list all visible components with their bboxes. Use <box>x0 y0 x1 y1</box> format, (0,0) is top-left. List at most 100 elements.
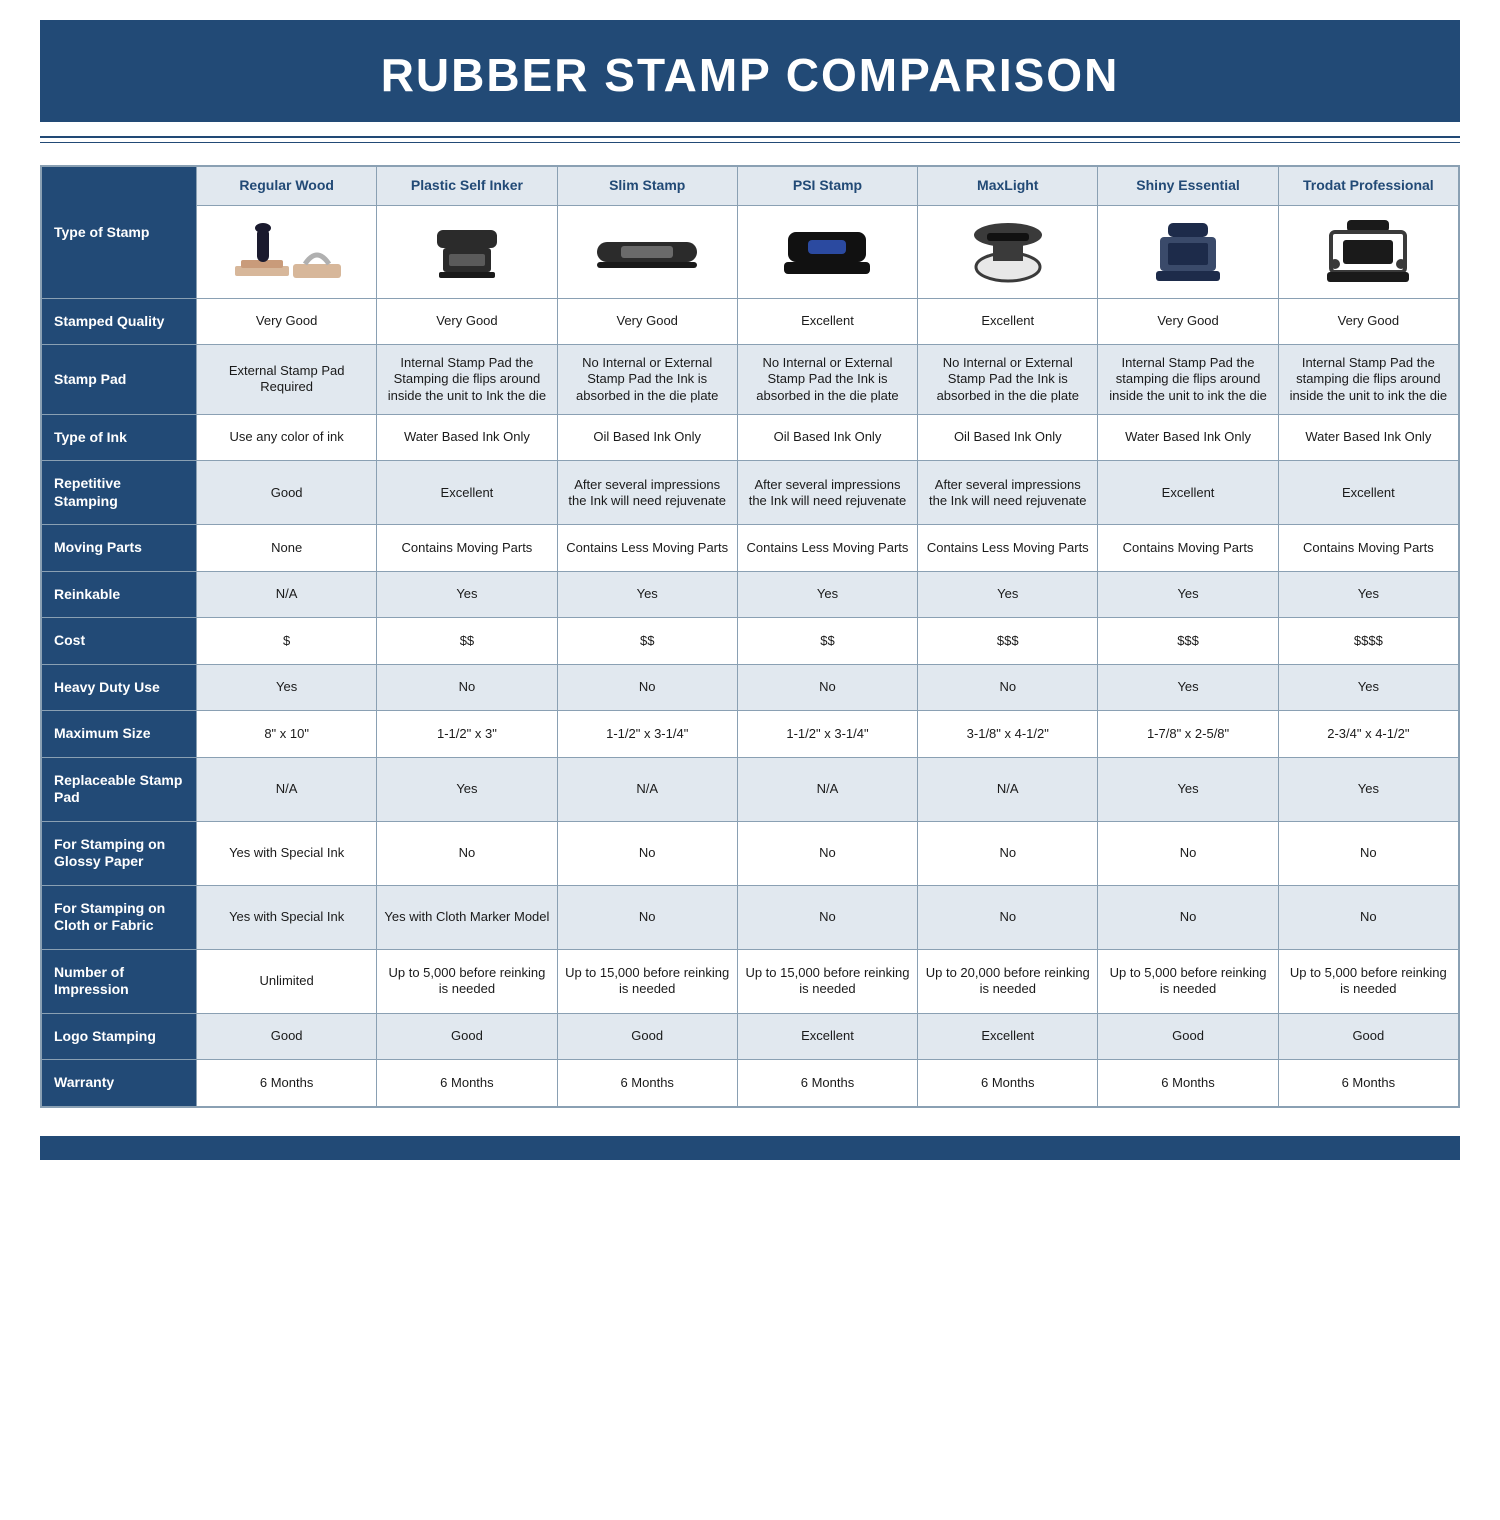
table-cell: Up to 5,000 before reinking is needed <box>377 949 557 1013</box>
table-cell: Yes <box>918 571 1098 618</box>
stamp-image-cell <box>1278 205 1458 298</box>
table-row: For Stamping on Cloth or FabricYes with … <box>42 885 1459 949</box>
table-cell: None <box>197 525 377 572</box>
table-cell: Good <box>197 1013 377 1060</box>
table-cell: Up to 20,000 before reinking is needed <box>918 949 1098 1013</box>
table-cell: Internal Stamp Pad the stamping die flip… <box>1098 345 1278 415</box>
table-cell: $$$$ <box>1278 618 1458 665</box>
table-cell: Excellent <box>737 1013 917 1060</box>
table-cell: N/A <box>197 757 377 821</box>
row-label: Moving Parts <box>42 525 197 572</box>
table-cell: Water Based Ink Only <box>1278 414 1458 461</box>
table-cell: Oil Based Ink Only <box>557 414 737 461</box>
row-label: Number of Impression <box>42 949 197 1013</box>
table-cell: 1-1/2" x 3-1/4" <box>557 711 737 758</box>
table-row: Replaceable Stamp PadN/AYesN/AN/AN/AYesY… <box>42 757 1459 821</box>
table-cell: Internal Stamp Pad the stamping die flip… <box>1278 345 1458 415</box>
table-cell: No Internal or External Stamp Pad the In… <box>918 345 1098 415</box>
table-cell: No <box>557 885 737 949</box>
table-row: ReinkableN/AYesYesYesYesYesYes <box>42 571 1459 618</box>
table-cell: 6 Months <box>377 1060 557 1107</box>
table-header-row: Type of Stamp Regular Wood Plastic Self … <box>42 167 1459 206</box>
slim-stamp-icon <box>587 228 707 276</box>
table-row: Heavy Duty UseYesNoNoNoNoYesYes <box>42 664 1459 711</box>
trodat-professional-icon <box>1313 216 1423 288</box>
table-cell: No <box>1098 885 1278 949</box>
table-cell: Water Based Ink Only <box>1098 414 1278 461</box>
table-cell: Good <box>197 461 377 525</box>
table-cell: No <box>737 821 917 885</box>
table-cell: Yes with Special Ink <box>197 821 377 885</box>
footer-band <box>40 1136 1460 1160</box>
col-header: Regular Wood <box>197 167 377 206</box>
col-header: Shiny Essential <box>1098 167 1278 206</box>
table-row: For Stamping on Glossy PaperYes with Spe… <box>42 821 1459 885</box>
table-cell: 1-1/2" x 3" <box>377 711 557 758</box>
table-cell: Yes <box>1098 664 1278 711</box>
stamp-image-cell <box>557 205 737 298</box>
col-header: Slim Stamp <box>557 167 737 206</box>
table-cell: Use any color of ink <box>197 414 377 461</box>
table-row: Number of ImpressionUnlimitedUp to 5,000… <box>42 949 1459 1013</box>
table-cell: No Internal or External Stamp Pad the In… <box>737 345 917 415</box>
table-body: Stamped QualityVery GoodVery GoodVery Go… <box>42 298 1459 1106</box>
row-label: Stamp Pad <box>42 345 197 415</box>
row-label: Cost <box>42 618 197 665</box>
row-label: Type of Ink <box>42 414 197 461</box>
table-cell: Very Good <box>197 298 377 345</box>
table-row: Logo StampingGoodGoodGoodExcellentExcell… <box>42 1013 1459 1060</box>
shiny-essential-icon <box>1138 217 1238 287</box>
title-band: RUBBER STAMP COMPARISON <box>40 20 1460 122</box>
row-label: Replaceable Stamp Pad <box>42 757 197 821</box>
table-cell: Contains Less Moving Parts <box>557 525 737 572</box>
table-cell: $$ <box>377 618 557 665</box>
table-cell: External Stamp Pad Required <box>197 345 377 415</box>
table-cell: Excellent <box>1278 461 1458 525</box>
stamp-image-cell <box>918 205 1098 298</box>
table-row: Stamp PadExternal Stamp Pad RequiredInte… <box>42 345 1459 415</box>
table-cell: 6 Months <box>1278 1060 1458 1107</box>
row-label: Reinkable <box>42 571 197 618</box>
stamp-image-cell <box>737 205 917 298</box>
table-cell: 6 Months <box>1098 1060 1278 1107</box>
table-cell: Up to 5,000 before reinking is needed <box>1098 949 1278 1013</box>
table-cell: Yes <box>1278 664 1458 711</box>
table-row: Stamped QualityVery GoodVery GoodVery Go… <box>42 298 1459 345</box>
table-cell: Yes <box>377 571 557 618</box>
table-cell: N/A <box>918 757 1098 821</box>
table-cell: No <box>377 664 557 711</box>
table-cell: 2-3/4" x 4-1/2" <box>1278 711 1458 758</box>
table-cell: Very Good <box>1278 298 1458 345</box>
col-header: Plastic Self Inker <box>377 167 557 206</box>
comparison-table-wrap: Type of Stamp Regular Wood Plastic Self … <box>40 165 1460 1108</box>
table-cell: $ <box>197 618 377 665</box>
table-cell: Very Good <box>557 298 737 345</box>
regular-wood-icon <box>227 220 347 284</box>
table-cell: $$ <box>737 618 917 665</box>
table-cell: Water Based Ink Only <box>377 414 557 461</box>
table-cell: Excellent <box>918 1013 1098 1060</box>
table-cell: Very Good <box>1098 298 1278 345</box>
table-cell: No <box>918 821 1098 885</box>
col-header: PSI Stamp <box>737 167 917 206</box>
table-cell: $$$ <box>918 618 1098 665</box>
psi-stamp-icon <box>772 224 882 280</box>
table-cell: Good <box>1278 1013 1458 1060</box>
table-cell: No <box>1098 821 1278 885</box>
table-row: Moving PartsNone Contains Moving Parts Con… <box>42 525 1459 572</box>
plastic-self-inker-icon <box>417 220 517 284</box>
table-cell: Excellent <box>377 461 557 525</box>
table-cell: No <box>918 885 1098 949</box>
table-cell: N/A <box>557 757 737 821</box>
divider-outer <box>40 136 1460 138</box>
table-cell: Internal Stamp Pad the Stamping die flip… <box>377 345 557 415</box>
table-cell: Excellent <box>1098 461 1278 525</box>
table-cell: 3-1/8" x 4-1/2" <box>918 711 1098 758</box>
stamp-image-cell <box>197 205 377 298</box>
row-label: Stamped Quality <box>42 298 197 345</box>
table-cell: No <box>737 664 917 711</box>
table-cell: After several impressions the Ink will n… <box>557 461 737 525</box>
table-cell: Contains Moving Parts <box>1098 525 1278 572</box>
table-cell: Contains Less Moving Parts <box>737 525 917 572</box>
row-label: Repetitive Stamping <box>42 461 197 525</box>
